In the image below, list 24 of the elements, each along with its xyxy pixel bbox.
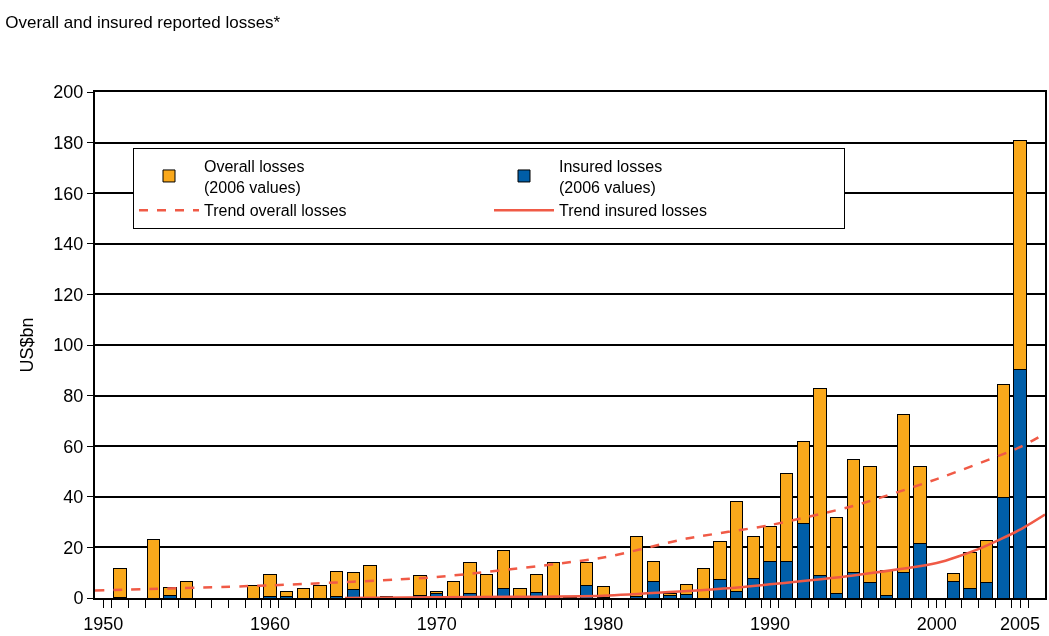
legend-label: Insured losses (2006 values): [559, 157, 663, 196]
y-axis-title: US$bn: [17, 317, 38, 373]
y-tick-label: 40: [63, 487, 84, 508]
y-tick-label: 80: [63, 385, 84, 406]
y-tick-label: 120: [53, 284, 84, 305]
x-tick-label: 1980: [583, 613, 624, 634]
y-tick-label: 200: [53, 82, 84, 103]
x-tick-label: 2000: [916, 613, 957, 634]
legend-label: Trend insured losses: [559, 202, 707, 220]
x-tick-label: 1990: [749, 613, 791, 634]
legend-label: Trend overall losses: [204, 202, 347, 220]
y-tick-label: 140: [53, 234, 84, 255]
y-tick-label: 0: [73, 588, 84, 609]
chart-title: Overall and insured reported losses*: [5, 12, 281, 32]
x-tick-label: 1970: [416, 613, 457, 634]
y-tick-label: 100: [53, 335, 84, 356]
y-tick-label: 60: [63, 436, 84, 457]
x-tick-label: 1960: [249, 613, 291, 634]
y-tick-label: 180: [53, 132, 84, 153]
x-tick-label: 1950: [83, 613, 124, 634]
y-tick-label: 20: [63, 537, 84, 558]
y-tick-label: 160: [53, 183, 84, 204]
x-tick-label: 2005: [999, 613, 1041, 634]
legend-label: Overall losses (2006 values): [204, 157, 305, 196]
